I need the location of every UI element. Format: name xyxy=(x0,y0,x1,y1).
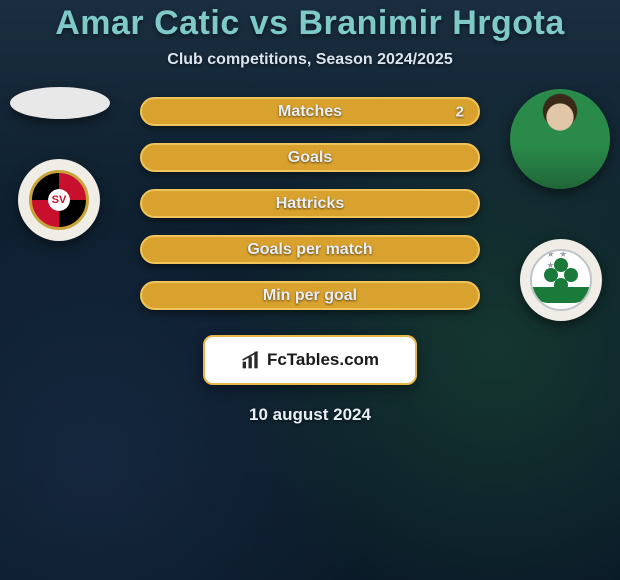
player-photo-left xyxy=(10,87,110,119)
stat-label: Hattricks xyxy=(276,195,344,213)
club-icon-wehen xyxy=(29,170,89,230)
club-badge-left xyxy=(18,159,100,241)
bars-icon xyxy=(241,350,261,370)
stat-label: Matches xyxy=(278,103,342,121)
content-root: Amar Catic vs Branimir Hrgota Club compe… xyxy=(0,0,620,580)
stat-label: Goals per match xyxy=(247,241,372,259)
club-icon-furth: ★ ★ ★ xyxy=(530,249,592,311)
stats-column: Matches 2 Goals Hattricks Goals per match Min… xyxy=(140,97,480,310)
stat-pill-matches: Matches 2 xyxy=(140,97,480,126)
footer-date: 10 august 2024 xyxy=(249,405,371,425)
brand-text: FcTables.com xyxy=(267,350,379,370)
stat-pill-goals-per-match: Goals per match xyxy=(140,235,480,264)
stat-pill-hattricks: Hattricks xyxy=(140,189,480,218)
stat-label: Min per goal xyxy=(263,287,357,305)
comparison-area: ★ ★ ★ Matches 2 Goals Hattricks Goals per ma… xyxy=(0,97,620,327)
player-photo-right xyxy=(510,89,610,189)
stat-pill-min-per-goal: Min per goal xyxy=(140,281,480,310)
brand-badge[interactable]: FcTables.com xyxy=(203,335,417,385)
club-badge-right: ★ ★ ★ xyxy=(520,239,602,321)
stat-value-right: 2 xyxy=(456,103,464,120)
stat-label: Goals xyxy=(288,149,332,167)
stat-pill-goals: Goals xyxy=(140,143,480,172)
clover-icon xyxy=(546,260,576,290)
page-title: Amar Catic vs Branimir Hrgota xyxy=(55,4,565,43)
page-subtitle: Club competitions, Season 2024/2025 xyxy=(167,51,452,69)
